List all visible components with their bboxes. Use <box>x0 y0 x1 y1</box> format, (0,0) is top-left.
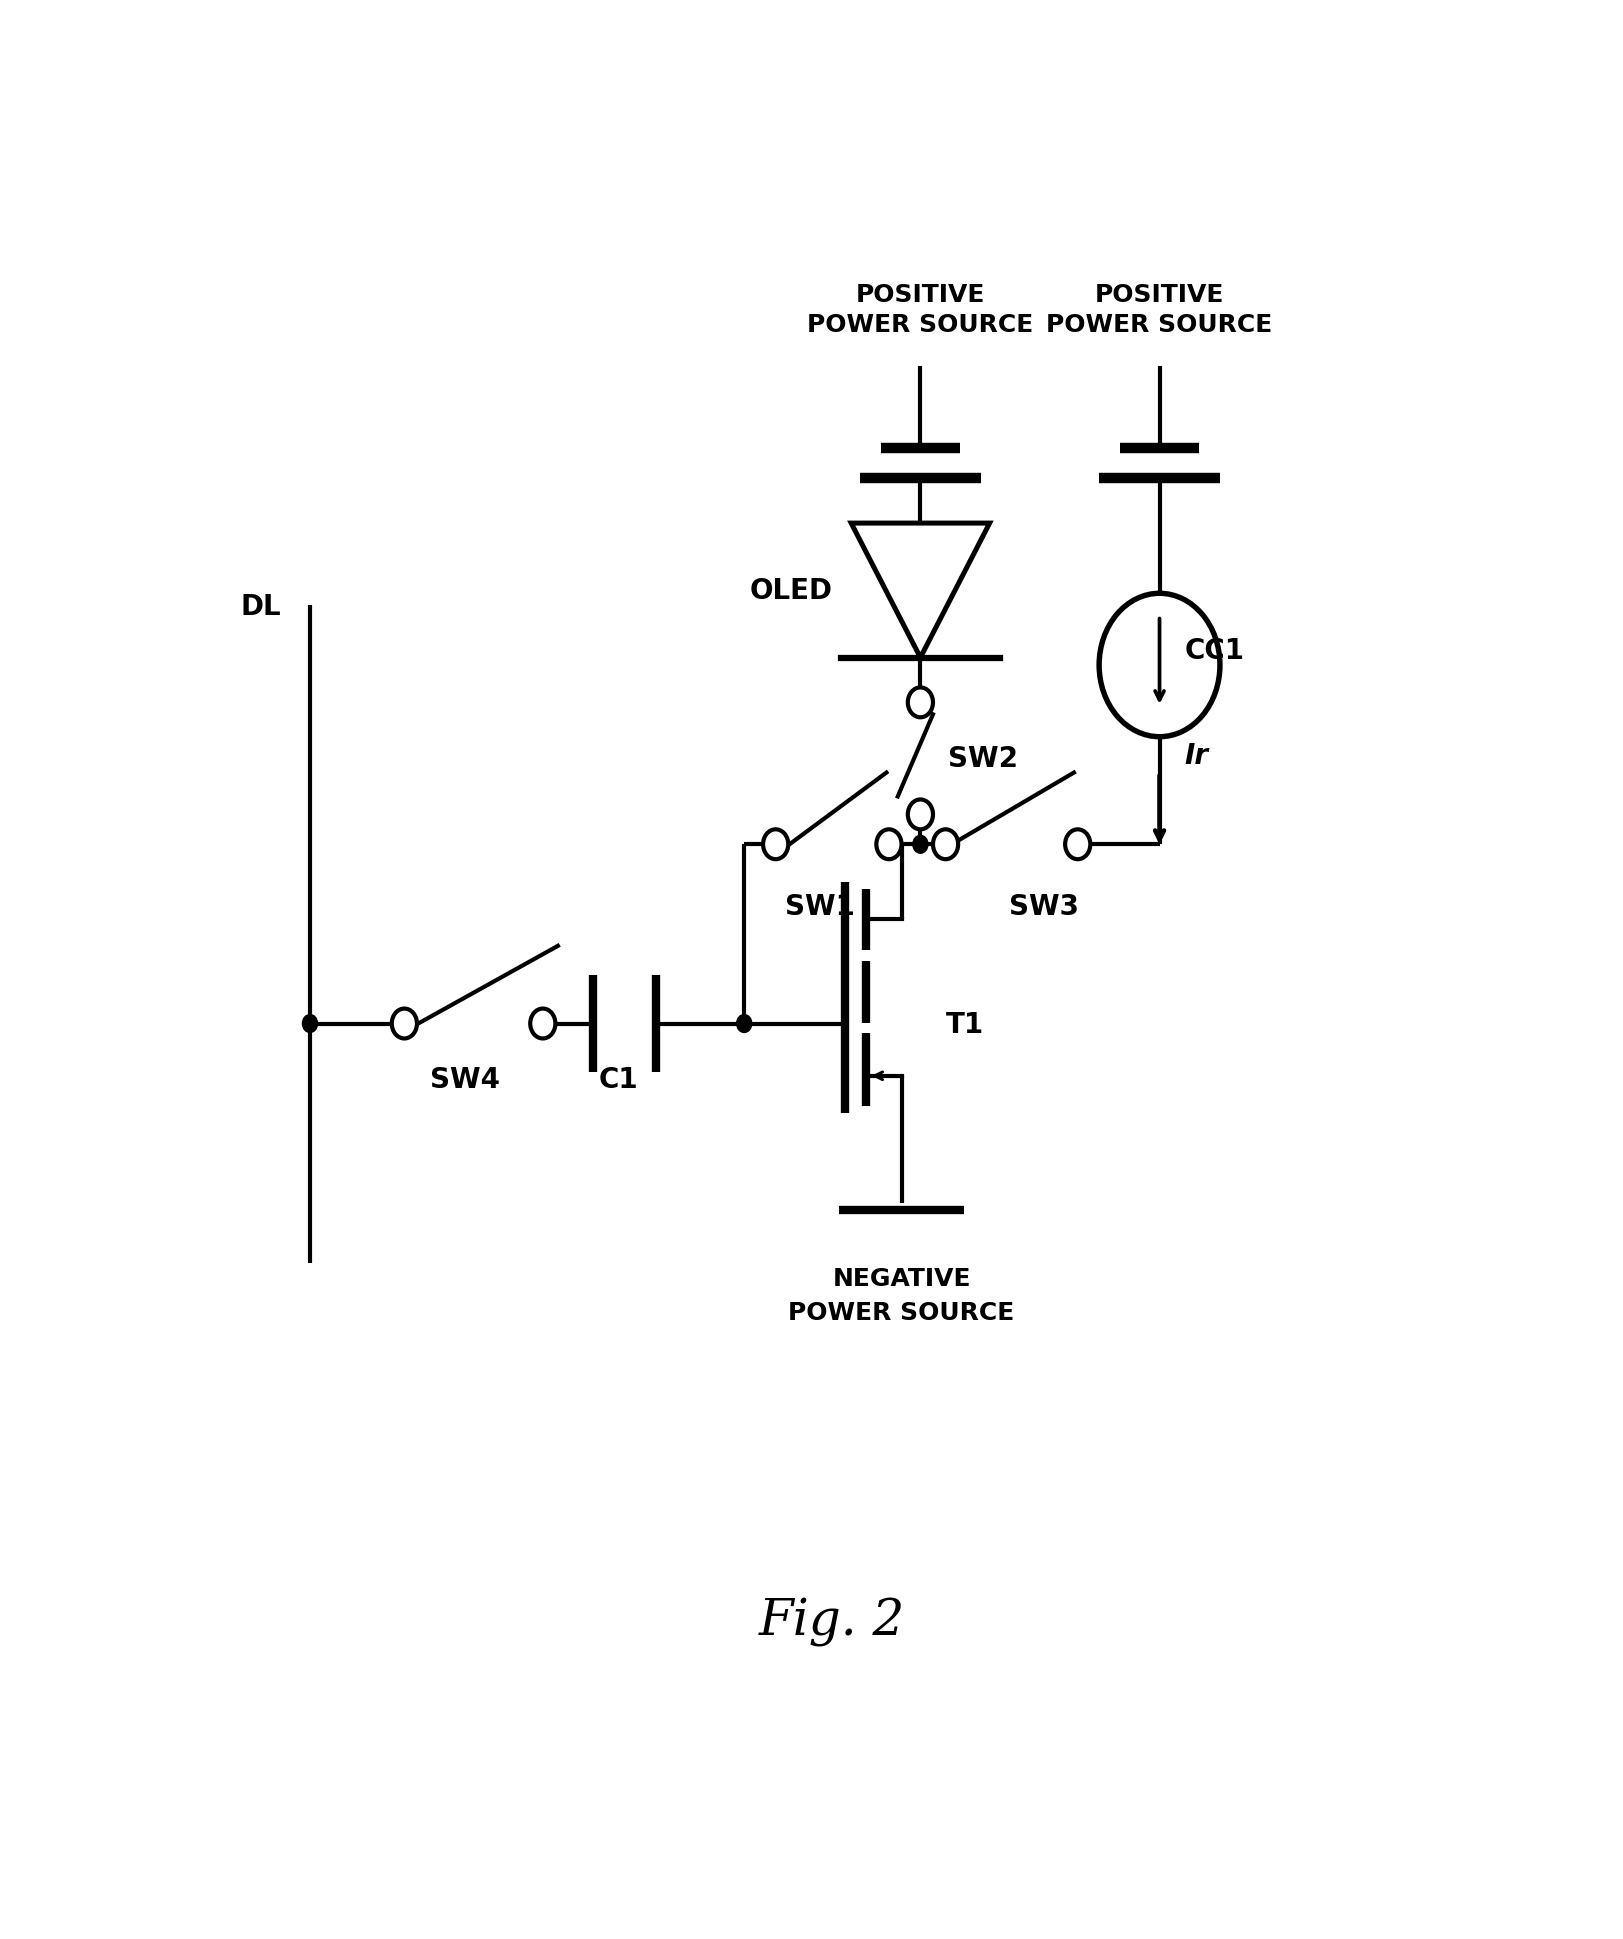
Circle shape <box>737 1014 751 1033</box>
Circle shape <box>531 1008 555 1039</box>
Text: Fig. 2: Fig. 2 <box>758 1596 906 1646</box>
Circle shape <box>932 830 958 859</box>
Text: T1: T1 <box>945 1010 984 1037</box>
Text: POWER SOURCE: POWER SOURCE <box>807 314 1032 337</box>
Text: NEGATIVE: NEGATIVE <box>831 1266 971 1289</box>
Text: Ir: Ir <box>1185 741 1208 770</box>
Text: SW1: SW1 <box>784 892 854 921</box>
Text: C1: C1 <box>599 1066 638 1094</box>
Circle shape <box>763 830 787 859</box>
Text: SW2: SW2 <box>948 745 1018 772</box>
Text: POWER SOURCE: POWER SOURCE <box>1045 314 1272 337</box>
Circle shape <box>1065 830 1089 859</box>
Text: OLED: OLED <box>748 578 833 605</box>
Circle shape <box>302 1014 318 1033</box>
Text: SW4: SW4 <box>430 1066 500 1094</box>
Circle shape <box>907 688 933 717</box>
Text: POSITIVE: POSITIVE <box>855 283 985 308</box>
Text: CC1: CC1 <box>1185 636 1243 665</box>
Circle shape <box>876 830 901 859</box>
Circle shape <box>912 836 927 853</box>
Text: POWER SOURCE: POWER SOURCE <box>787 1301 1014 1324</box>
Text: SW3: SW3 <box>1008 892 1078 921</box>
Circle shape <box>391 1008 417 1039</box>
Text: POSITIVE: POSITIVE <box>1094 283 1224 308</box>
Text: DL: DL <box>240 593 281 620</box>
Circle shape <box>1099 593 1219 737</box>
Circle shape <box>907 801 933 830</box>
